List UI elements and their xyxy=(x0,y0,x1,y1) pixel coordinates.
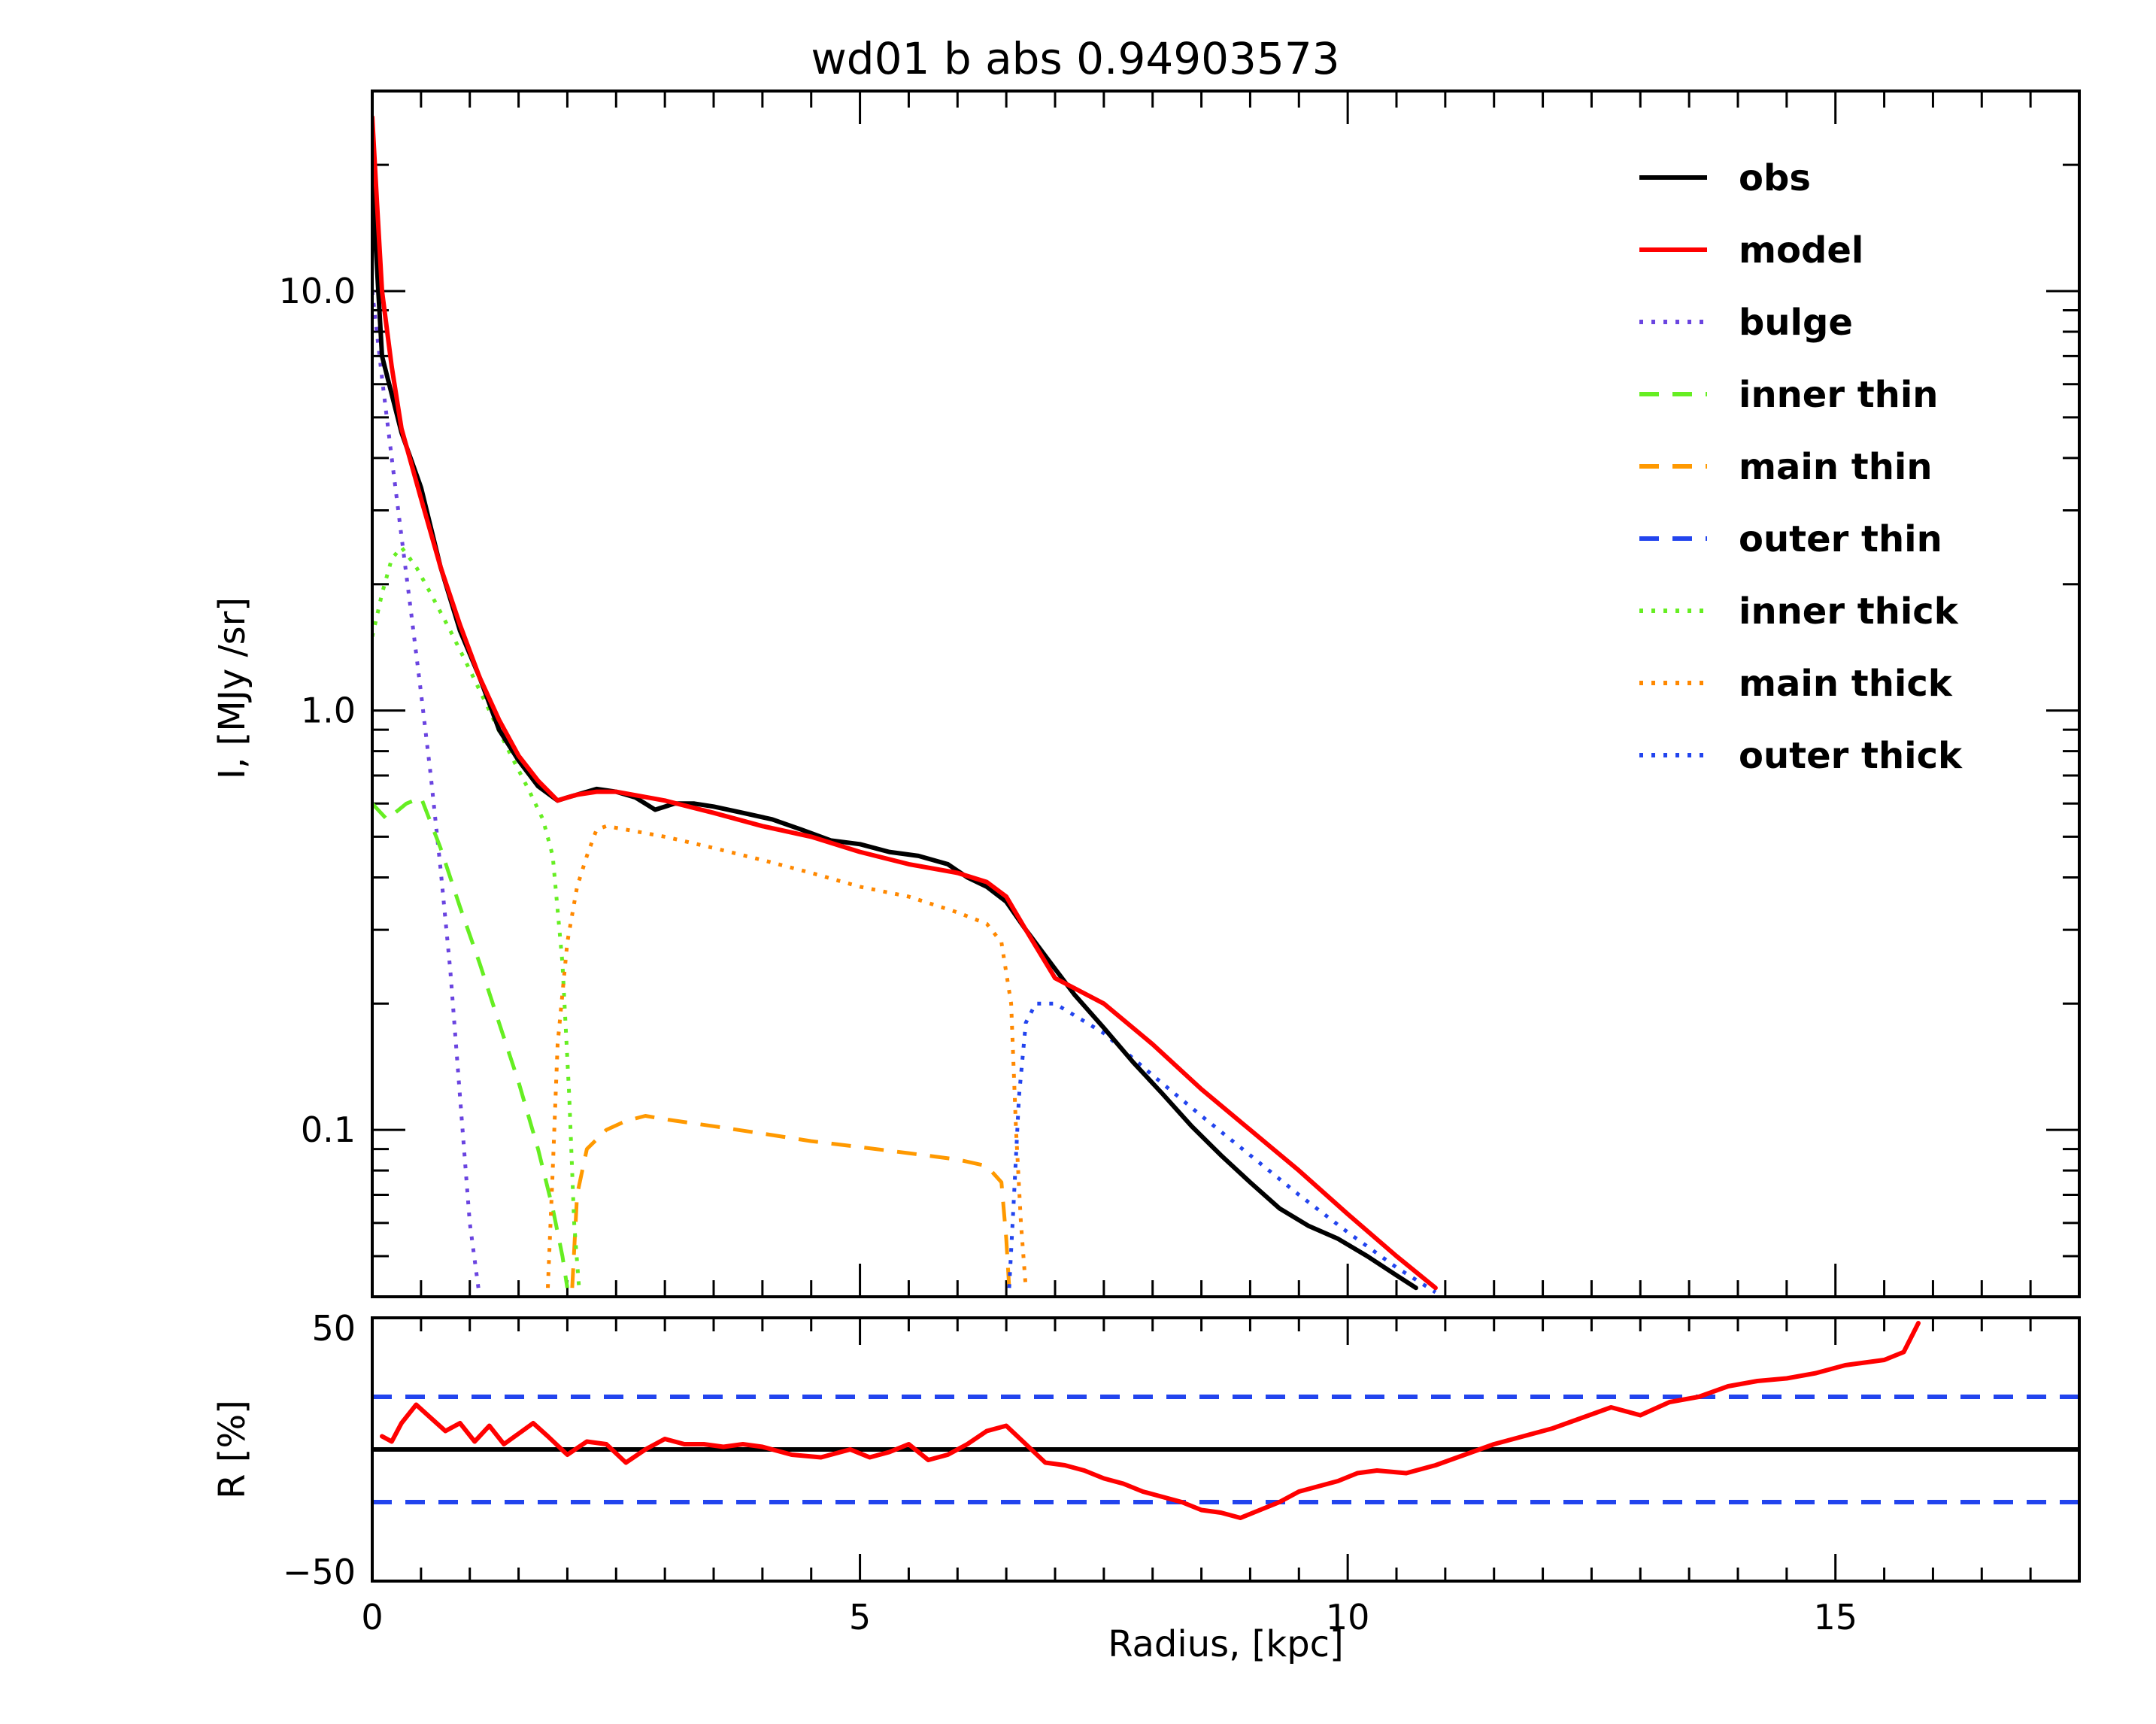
legend-label-inner-thin: inner thin xyxy=(1739,374,1938,416)
residual-y-tick-label: 50 xyxy=(311,1308,356,1349)
residual-plot-series xyxy=(372,1321,2079,1520)
main-plot-y-tick-labels: 0.1 1.0 10.0 xyxy=(279,271,356,1150)
legend-label-inner-thick: inner thick xyxy=(1739,590,1959,633)
series-bulge xyxy=(372,290,482,1297)
legend-label-bulge: bulge xyxy=(1739,302,1853,344)
series-model xyxy=(372,114,1438,1291)
series-inner-thin xyxy=(372,795,569,1288)
residual-plot-y-axis-label: R [%] xyxy=(211,1400,253,1499)
series-main-thick xyxy=(546,824,1028,1288)
main-plot-ticks xyxy=(371,90,2081,1298)
x-tick-label: 0 xyxy=(361,1597,383,1637)
legend-label-obs: obs xyxy=(1739,157,1811,199)
series-inner-thick xyxy=(372,545,581,1288)
legend-label-main-thin: main thin xyxy=(1739,446,1932,488)
legend: obs model bulge inner thin main thin outer th… xyxy=(1639,157,1963,777)
legend-label-model: model xyxy=(1739,229,1863,272)
main-y-tick-label: 10.0 xyxy=(279,271,356,311)
main-plot: 0.1 1.0 10.0 I, [MJy /sr] obs model bulge inn… xyxy=(211,90,2081,1298)
x-axis-label: Radius, [kpc] xyxy=(1108,1623,1344,1665)
legend-label-outer-thick: outer thick xyxy=(1739,735,1963,777)
residual-series xyxy=(380,1321,1921,1520)
residual-y-tick-label: −50 xyxy=(283,1552,356,1592)
main-plot-frame xyxy=(371,90,2081,1298)
residual-plot-frame xyxy=(371,1316,2081,1583)
legend-label-outer-thin: outer thin xyxy=(1739,518,1942,560)
main-plot-y-axis-label: I, [MJy /sr] xyxy=(211,597,253,779)
residual-plot: 50 −50 0 5 10 15 R [%] Radius, [kpc] xyxy=(211,1308,2081,1665)
series-obs xyxy=(372,181,1418,1291)
residual-plot-x-tick-labels: 0 5 10 15 xyxy=(361,1597,1857,1637)
x-tick-label: 5 xyxy=(849,1597,871,1637)
residual-plot-y-tick-labels: 50 −50 xyxy=(283,1308,356,1592)
legend-label-main-thick: main thick xyxy=(1739,663,1953,705)
main-plot-series xyxy=(372,114,1438,1297)
main-y-tick-label: 0.1 xyxy=(301,1109,356,1150)
chart-title: wd01 b abs 0.94903573 xyxy=(811,33,1339,84)
x-tick-label: 10 xyxy=(1326,1597,1370,1637)
main-y-tick-label: 1.0 xyxy=(301,691,356,731)
x-tick-label: 15 xyxy=(1813,1597,1857,1637)
